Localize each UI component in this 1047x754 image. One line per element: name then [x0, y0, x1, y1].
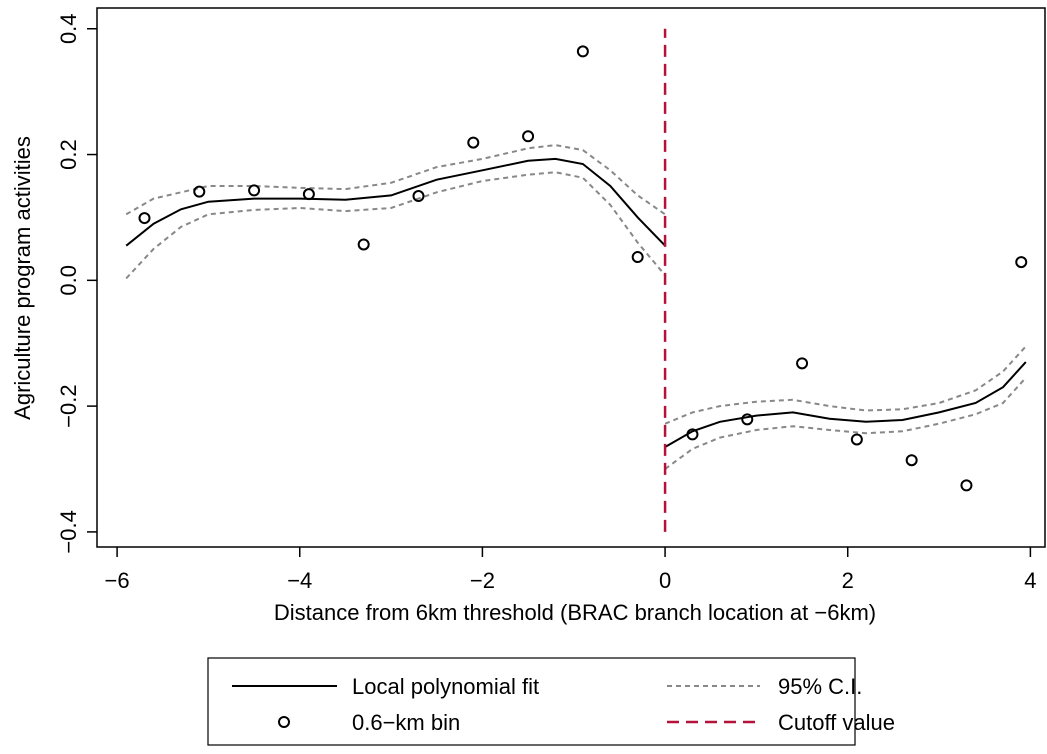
y-tick-label: −0.2	[56, 384, 81, 427]
x-axis-label: Distance from 6km threshold (BRAC branch…	[274, 600, 876, 625]
bin-point	[138, 212, 151, 225]
legend-label: Cutoff value	[778, 710, 895, 735]
y-tick-label: 0.2	[56, 139, 81, 170]
y-axis-label: Agriculture program activities	[10, 136, 35, 420]
bin-point	[1015, 256, 1028, 269]
legend-label: Local polynomial fit	[352, 674, 539, 699]
bin-point	[576, 45, 589, 58]
legend-box	[207, 657, 856, 746]
x-tick-label: 4	[1024, 568, 1036, 593]
x-tick-label: −2	[470, 568, 495, 593]
plot-frame	[96, 7, 1046, 548]
ci-line	[125, 171, 1027, 470]
ci-line	[125, 144, 1027, 425]
bin-point	[302, 188, 315, 201]
bin-point	[796, 357, 809, 370]
legend-label: 95% C.I.	[778, 674, 862, 699]
y-tick-label: −0.4	[56, 510, 81, 553]
bin-point	[412, 190, 425, 203]
x-tick-label: 2	[842, 568, 854, 593]
bin-point	[741, 413, 754, 426]
x-tick-label: −4	[287, 568, 312, 593]
x-tick-label: 0	[659, 568, 671, 593]
bin-point	[248, 184, 261, 197]
x-tick-label: −6	[105, 568, 130, 593]
bin-point	[905, 454, 918, 467]
bin-point	[850, 433, 863, 446]
bin-point	[631, 251, 644, 264]
bin-point	[357, 238, 370, 251]
fit-line	[125, 157, 1027, 448]
bin-point	[522, 130, 535, 143]
bin-point	[193, 185, 206, 198]
y-tick-label: 0.4	[56, 13, 81, 44]
bin-point	[467, 136, 480, 149]
bin-point	[686, 428, 699, 441]
legend-label: 0.6−km bin	[352, 710, 460, 735]
legend-swatch	[278, 716, 290, 728]
bin-point	[960, 479, 973, 492]
y-tick-label: 0.0	[56, 265, 81, 296]
